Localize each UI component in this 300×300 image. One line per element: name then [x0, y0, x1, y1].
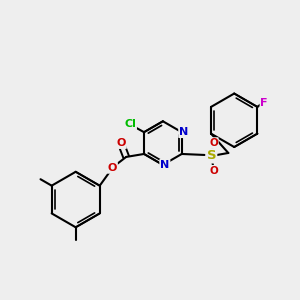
Text: Cl: Cl [124, 119, 136, 129]
Text: O: O [108, 163, 117, 173]
Text: N: N [179, 127, 188, 137]
Text: F: F [260, 98, 268, 108]
Text: O: O [209, 138, 218, 148]
Text: O: O [116, 138, 126, 148]
Text: S: S [207, 149, 216, 162]
Text: N: N [160, 160, 170, 170]
Text: O: O [209, 166, 218, 176]
